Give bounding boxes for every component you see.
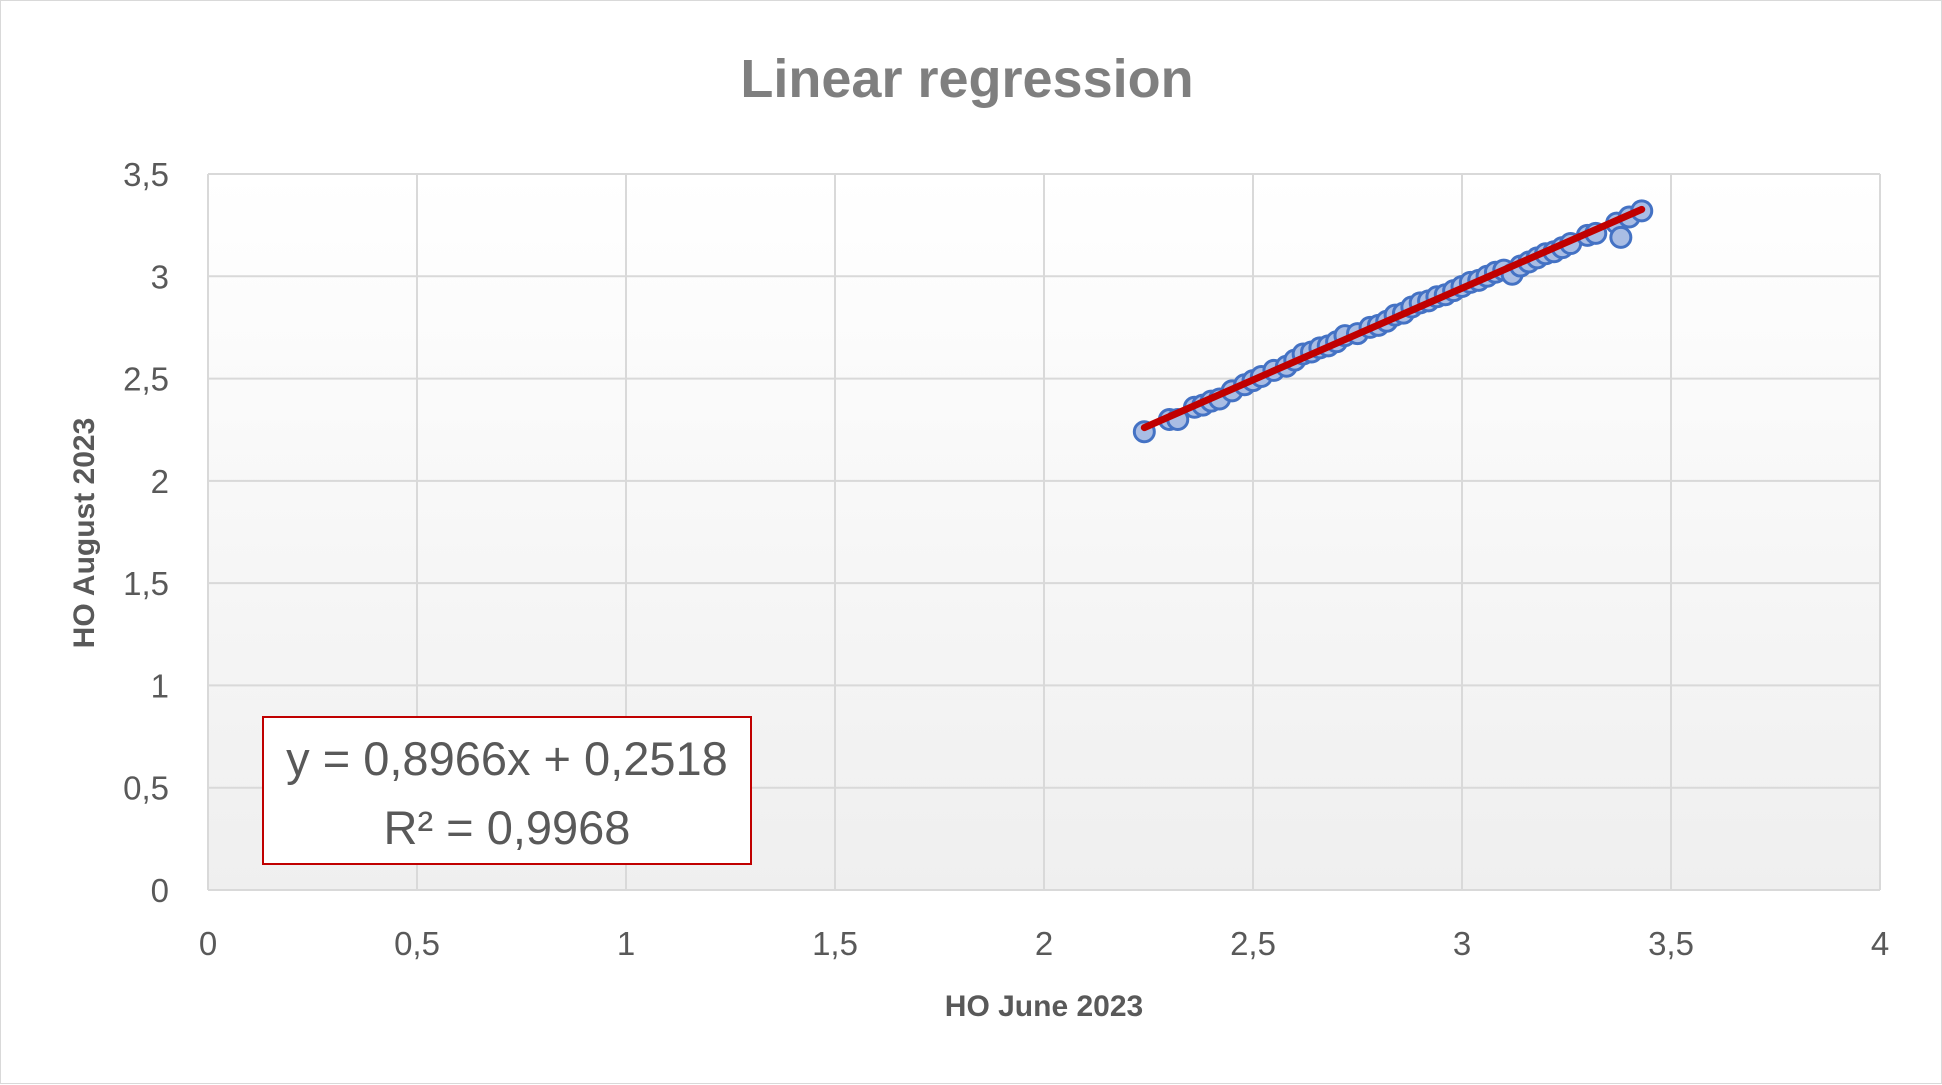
x-tick-label: 1: [617, 925, 635, 962]
trendline-group: [1140, 205, 1646, 432]
y-tick-label: 2: [151, 463, 169, 500]
x-axis-title: HO June 2023: [945, 990, 1143, 1023]
y-tick-label: 3,5: [123, 156, 169, 193]
trendline-r-squared: R² = 0,9968: [384, 801, 631, 854]
y-tick-label: 2,5: [123, 361, 169, 398]
x-tick-label: 0,5: [394, 925, 440, 962]
x-tick-label: 2,5: [1230, 925, 1276, 962]
x-tick-label: 1,5: [812, 925, 858, 962]
x-tick-label: 2: [1035, 925, 1053, 962]
x-tick-label: 3,5: [1648, 925, 1694, 962]
trendline: [1140, 205, 1646, 432]
y-tick-label: 3: [151, 258, 169, 295]
chart-title: Linear regression: [740, 49, 1193, 109]
trendline-equation-box: y = 0,8966x + 0,2518 R² = 0,9968: [262, 716, 752, 865]
x-axis-ticks: 0 0,5 1 1,5 2 2,5 3 3,5 4: [199, 925, 1889, 962]
y-tick-label: 0: [151, 872, 169, 909]
x-tick-label: 0: [199, 925, 217, 962]
x-tick-label: 3: [1453, 925, 1471, 962]
y-axis-ticks: 0 0,5 1 1,5 2 2,5 3 3,5: [123, 156, 169, 909]
y-axis-title: HO August 2023: [68, 418, 101, 649]
data-point: [1609, 225, 1633, 249]
y-tick-label: 1: [151, 667, 169, 704]
gridlines: [207, 173, 1881, 891]
y-tick-label: 1,5: [123, 565, 169, 602]
trendline-equation: y = 0,8966x + 0,2518: [286, 732, 728, 785]
y-tick-label: 0,5: [123, 770, 169, 807]
x-tick-label: 4: [1871, 925, 1889, 962]
